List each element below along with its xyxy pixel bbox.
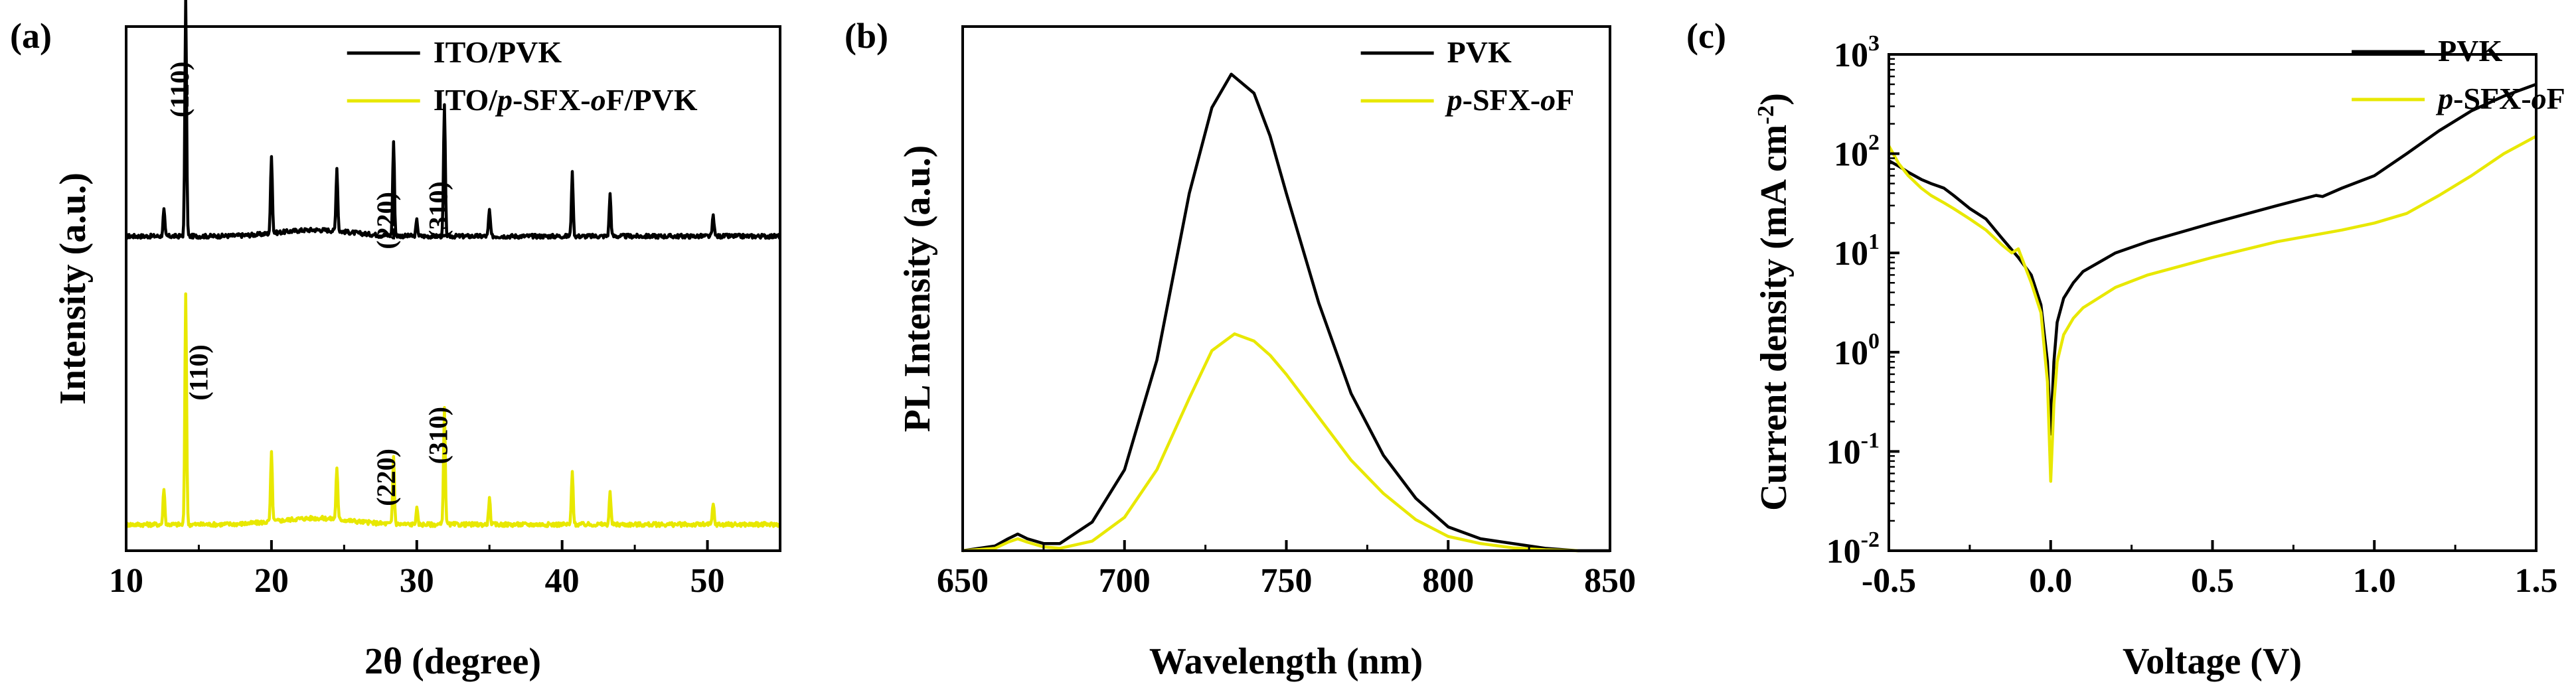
panel-label-c: (c) (1686, 16, 1726, 56)
y-axis-title-c-part: -2 (1753, 105, 1779, 125)
panel-c-chart: (c)-0.5 0.0 0.5 1.0 1.510-210-1100101102103V… (1686, 16, 2565, 682)
y-tick-label-c: 102 (1834, 131, 1880, 174)
x-tick-label-a: 30 (400, 562, 434, 600)
x-tick-label-c: 0.0 (2029, 562, 2072, 600)
y-tick-exponent: 3 (1868, 31, 1880, 56)
y-tick-base: 10 (1826, 433, 1861, 471)
y-axis-title-b: PL Intensity (a.u.) (897, 145, 938, 433)
y-tick-base: 10 (1834, 235, 1868, 273)
series-line-a-1 (124, 292, 781, 528)
panel-b-chart: (b) 650 700 750 800 850 Wavelength (nm) PL Inte… (845, 16, 1636, 682)
x-tick-label-b: 750 (1261, 562, 1313, 600)
x-tick-label-a: 10 (109, 562, 143, 600)
legend-label-b-part: -SFX- (1463, 83, 1541, 117)
x-tick-label-a: 40 (545, 562, 580, 600)
x-axis-title-c: Voltage (V) (2123, 641, 2302, 682)
x-tick-label-c: 1.0 (2353, 562, 2396, 600)
legend-label-c-part: PVK (2438, 34, 2502, 68)
y-tick-exponent: 2 (1868, 131, 1880, 155)
series-line-c-0 (1888, 82, 2537, 436)
legend-label-c-part: F (2547, 82, 2565, 115)
y-tick-label-c: 103 (1834, 31, 1880, 74)
x-axis-title-a: 2θ (degree) (364, 641, 541, 682)
y-tick-label-c: 100 (1834, 329, 1880, 372)
y-axis-title-a: Intensity (a.u.) (52, 173, 94, 405)
y-tick-exponent: -1 (1861, 428, 1880, 453)
y-tick-exponent: -2 (1861, 527, 1880, 552)
x-tick-label-b: 850 (1584, 562, 1636, 600)
legend-label-a: ITO/p-SFX-oF/PVK (434, 83, 698, 117)
legend-label-c: PVK (2438, 34, 2502, 68)
legend-label-a: ITO/PVK (434, 35, 562, 69)
x-axis-title-b: Wavelength (nm) (1149, 641, 1423, 682)
y-tick-label-c: 10-2 (1826, 527, 1880, 571)
x-tick-label-c: 0.5 (2191, 562, 2234, 600)
y-tick-base: 10 (1834, 36, 1868, 74)
legend-label-c: p-SFX-oF (2435, 82, 2565, 115)
series-line-b-1 (962, 332, 1578, 553)
x-tick-label-b: 650 (937, 562, 989, 600)
legend-label-a-part: o (591, 83, 606, 117)
legend-label-b: p-SFX-oF (1445, 83, 1575, 117)
x-tick-label-b: 800 (1422, 562, 1474, 600)
legend-label-b: PVK (1447, 35, 1512, 69)
legend-label-c-part: -SFX- (2453, 82, 2532, 115)
y-tick-label-c: 101 (1834, 230, 1880, 273)
y-tick-label-c: 10-1 (1826, 428, 1880, 471)
y-axis-title-c: Current density (mA cm-2) (1753, 93, 1795, 511)
x-tick-label-b: 700 (1099, 562, 1151, 600)
panel-label-b: (b) (845, 16, 888, 56)
peak-annotation-a: (220) (371, 192, 401, 249)
legend-label-c-part: o (2532, 82, 2547, 115)
legend-label-a-part: F/PVK (606, 83, 698, 117)
panel-label-a: (a) (10, 16, 52, 56)
legend-label-a-part: -SFX- (513, 83, 591, 117)
peak-annotation-a: (110) (165, 62, 195, 117)
peak-annotation-a: (220) (371, 449, 401, 506)
series-line-b-0 (962, 72, 1610, 553)
panel-a-chart: (a) 10 20 30 40 50 2θ (degree) Intensity (a.u.)… (10, 0, 782, 682)
x-tick-label-a: 20 (254, 562, 289, 600)
peak-annotation-a: (110) (184, 344, 214, 400)
y-axis-title-c-part: Current density (mA cm (1753, 125, 1795, 511)
y-tick-base: 10 (1826, 533, 1861, 571)
y-axis-title-c-part: ) (1753, 93, 1795, 105)
legend-label-b-part: F (1556, 83, 1574, 117)
y-tick-base: 10 (1834, 334, 1868, 372)
series-line-c-1 (1888, 135, 2537, 483)
legend-label-b-part: PVK (1447, 35, 1512, 69)
legend-label-b-part: p (1445, 83, 1463, 117)
y-tick-exponent: 1 (1868, 230, 1880, 254)
x-tick-label-c: -0.5 (1862, 562, 1916, 600)
peak-annotation-a: (310) (424, 407, 453, 464)
y-tick-exponent: 0 (1868, 329, 1880, 354)
legend-label-a-part: ITO/ (434, 83, 499, 117)
plot-frame-a (125, 25, 781, 552)
x-tick-label-a: 50 (690, 562, 725, 600)
x-tick-label-c: 1.5 (2515, 562, 2558, 600)
series-line-a-0 (125, 0, 782, 240)
legend-label-a-part: ITO/PVK (434, 35, 562, 69)
y-tick-base: 10 (1834, 136, 1868, 174)
legend-label-a-part: p (495, 83, 513, 117)
legend-label-c-part: p (2435, 82, 2453, 115)
peak-annotation-a: (310) (424, 181, 453, 239)
legend-label-b-part: o (1540, 83, 1556, 117)
